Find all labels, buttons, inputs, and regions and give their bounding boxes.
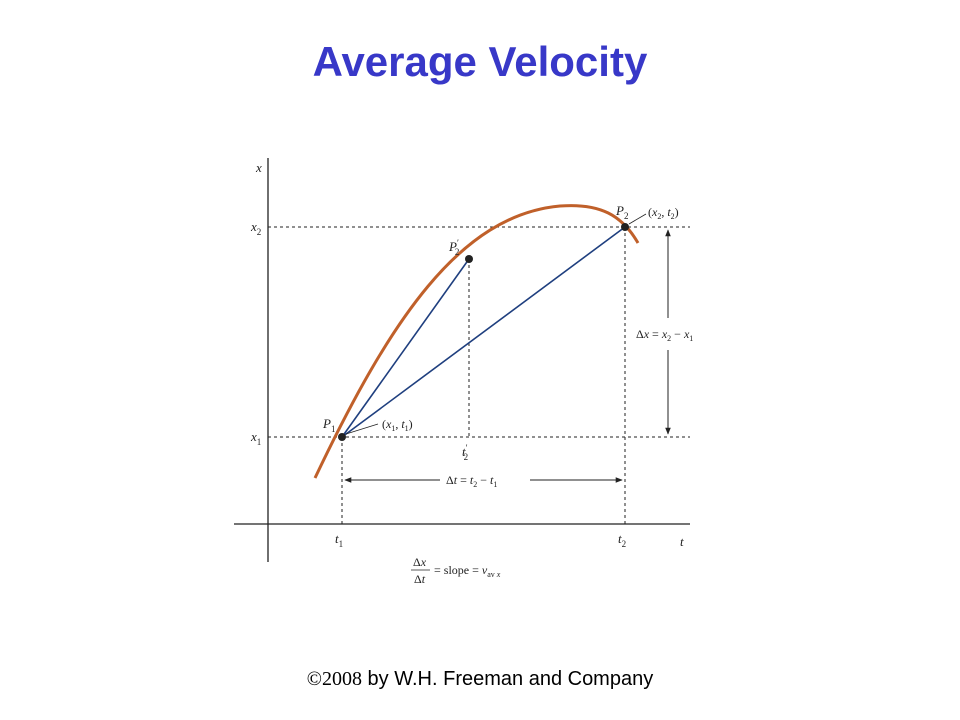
delta-t-label: Δt = t2 − t1 xyxy=(446,473,497,489)
svg-text:Δt: Δt xyxy=(414,572,426,586)
point-label-p1: P1 xyxy=(322,416,335,434)
delta-x-label: Δx = x2 − x1 xyxy=(636,327,693,343)
p1-coords-label: (x1, t1) xyxy=(382,417,413,433)
copyright-text: by W.H. Freeman and Company xyxy=(361,668,654,690)
p2-callout-leader xyxy=(628,213,647,225)
tick-label-t2-prime: t′ 2 xyxy=(462,443,468,462)
tick-label-x1: x1 xyxy=(250,429,261,447)
point-p2-prime xyxy=(465,255,473,263)
secant-line-p1-p2-prime xyxy=(341,258,470,438)
point-label-p2-prime: P′ 2 xyxy=(448,238,459,257)
point-p2 xyxy=(621,223,629,231)
dashed-guides xyxy=(268,226,690,524)
tick-label-t2: t2 xyxy=(618,531,626,549)
t-axis-label: t xyxy=(680,534,684,549)
point-p1 xyxy=(338,433,346,441)
p2-coords-label: (x2, t2) xyxy=(648,205,679,221)
secant-line-p1-p2 xyxy=(341,226,626,438)
slope-formula: Δx Δt = slope = vav x xyxy=(411,555,501,586)
copyright-symbol: ©2008 xyxy=(306,668,362,690)
point-label-p2: P2 xyxy=(615,203,628,221)
svg-text:= slope = vav x: = slope = vav x xyxy=(434,563,501,579)
slide-title: Average Velocity xyxy=(312,38,648,85)
copyright-notice: ©2008 by W.H. Freeman and Company xyxy=(0,668,960,691)
tick-label-x2: x2 xyxy=(250,219,261,237)
x-axis-label: x xyxy=(255,160,262,175)
position-curve xyxy=(313,204,640,479)
svg-text:Δx: Δx xyxy=(413,555,427,569)
tick-label-t1: t1 xyxy=(335,531,343,549)
p1-callout-leader xyxy=(345,423,379,435)
